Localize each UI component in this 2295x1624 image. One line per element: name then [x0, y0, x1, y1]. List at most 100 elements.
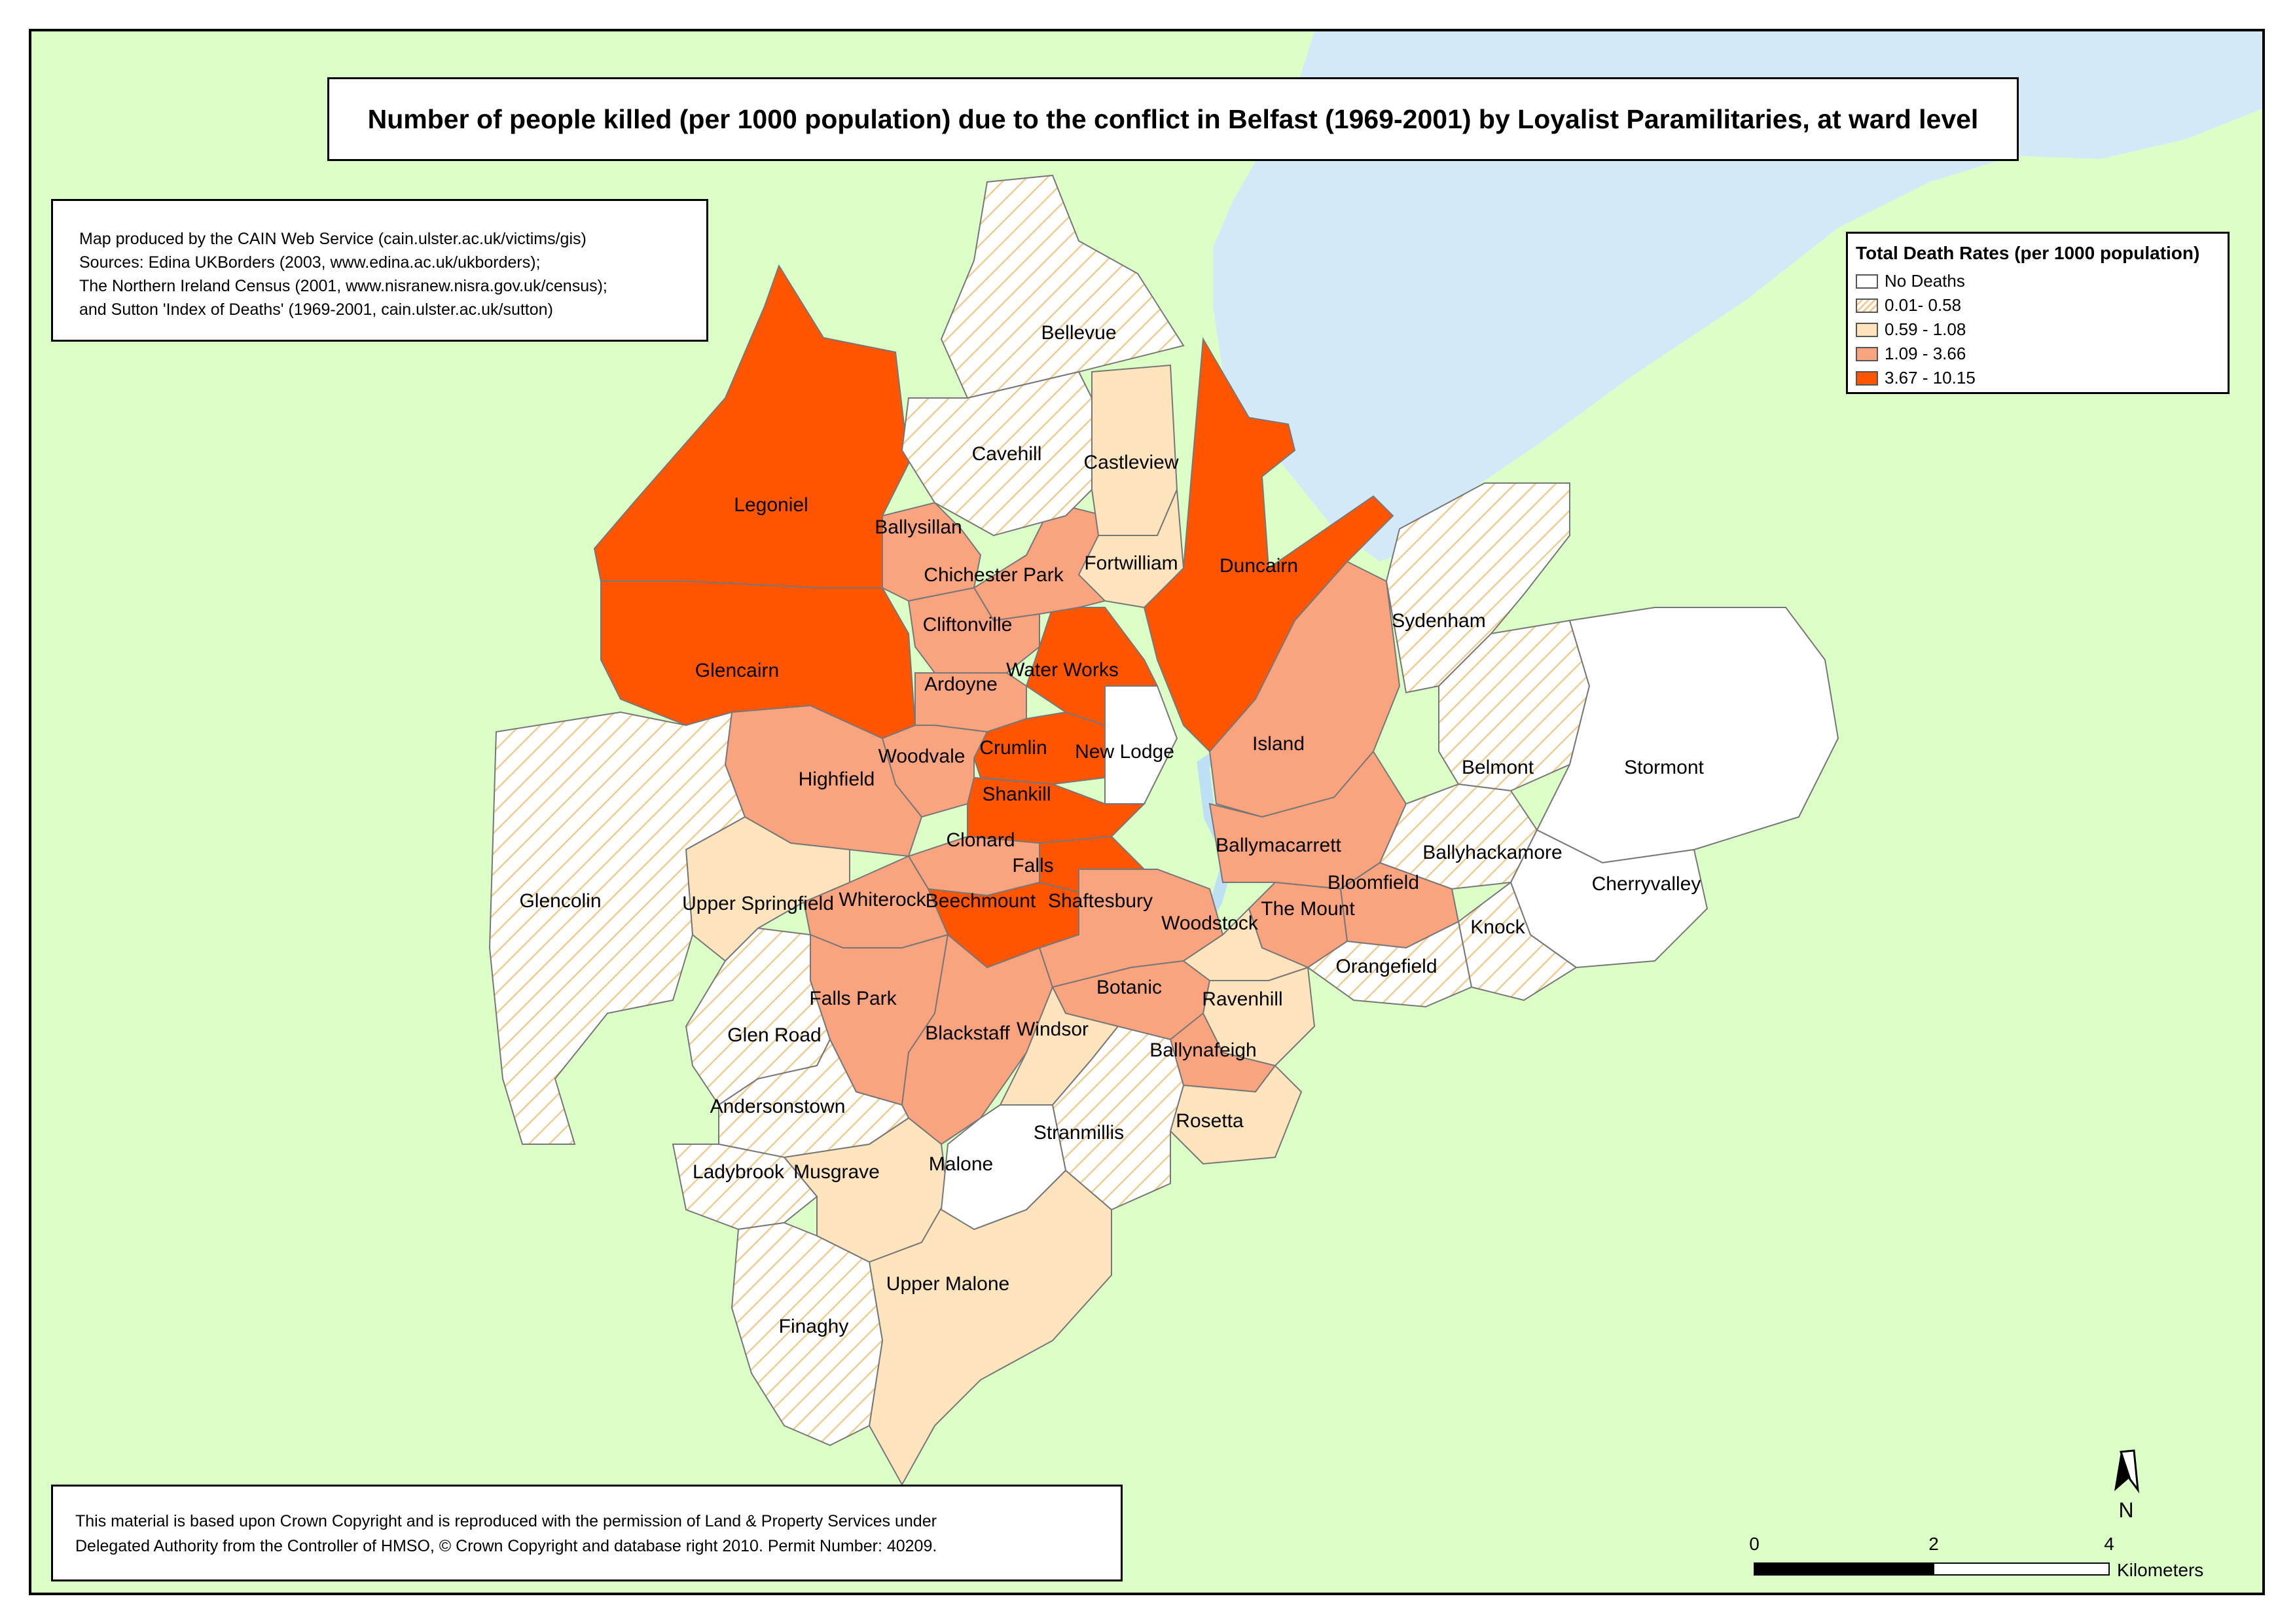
- ward-orangefield: [1307, 920, 1473, 1008]
- ward-label-botanic: Botanic: [1096, 977, 1162, 998]
- ward-map: Legoniel Glencairn Crumlin Shankill Duncairn…: [488, 31, 2262, 1580]
- ward-label-clonard: Clonard: [946, 829, 1015, 851]
- legend: Total Death Rates (per 1000 population) …: [1846, 232, 2230, 394]
- legend-item-class-2: 0.59 - 1.08: [1856, 317, 2228, 342]
- ward-label-new-lodge: New Lodge: [1075, 741, 1174, 763]
- credit-line-1: Map produced by the CAIN Web Service (ca…: [79, 230, 587, 248]
- ward-label-malone: Malone: [929, 1153, 993, 1175]
- legend-item-no-deaths: No Deaths: [1856, 269, 2228, 293]
- legend-item-class-4: 3.67 - 10.15: [1856, 366, 2228, 390]
- ward-label-highfield: Highfield: [799, 768, 875, 790]
- ward-label-upper-springfield: Upper Springfield: [682, 893, 834, 914]
- map-title: Number of people killed (per 1000 popula…: [367, 103, 1979, 134]
- ward-label-ballynafeigh: Ballynafeigh: [1149, 1039, 1256, 1061]
- ward-label-rosetta: Rosetta: [1176, 1110, 1244, 1132]
- ward-label-belmont: Belmont: [1462, 757, 1534, 778]
- ward-label-andersonstown: Andersonstown: [710, 1096, 846, 1117]
- ward-castleview: [1091, 364, 1178, 536]
- legend-item-class-3: 1.09 - 3.66: [1856, 342, 2228, 366]
- ward-label-knock: Knock: [1470, 916, 1525, 938]
- ward-label-falls-park: Falls Park: [809, 988, 897, 1009]
- ward-label-ravenhill: Ravenhill: [1202, 988, 1282, 1010]
- scale-tick-4: 4: [2104, 1534, 2114, 1554]
- legend-item-class-1: 0.01- 0.58: [1856, 293, 2228, 317]
- ward-stormont: [1536, 607, 1839, 864]
- ward-label-cavehill: Cavehill: [972, 443, 1042, 465]
- legend-label: 0.59 - 1.08: [1885, 319, 1966, 339]
- ward-label-sydenham: Sydenham: [1392, 610, 1485, 632]
- ward-label-falls: Falls: [1012, 855, 1053, 876]
- ward-label-woodvale: Woodvale: [878, 746, 966, 767]
- lough-water: [1213, 31, 2262, 562]
- ward-label-whiterock: Whiterock: [839, 889, 926, 911]
- ward-label-glen-road: Glen Road: [727, 1024, 821, 1046]
- ward-label-beechmount: Beechmount: [926, 890, 1036, 912]
- ward-label-glencairn: Glencairn: [695, 660, 779, 681]
- ward-label-legoniel: Legoniel: [734, 494, 808, 516]
- wards-layer: [488, 174, 1839, 1487]
- ward-label-musgrave: Musgrave: [793, 1161, 880, 1183]
- ward-label-island: Island: [1252, 733, 1305, 755]
- scale-unit: Kilometers: [2117, 1560, 2203, 1580]
- scale-bar: 0 2 4 Kilometers: [1749, 1534, 2203, 1580]
- legend-label: 3.67 - 10.15: [1885, 368, 1976, 388]
- ward-blackstaff: [901, 933, 1054, 1146]
- ward-label-stormont: Stormont: [1624, 757, 1704, 778]
- ward-label-ballysillan: Ballysillan: [875, 516, 962, 538]
- ward-cavehill: [901, 370, 1093, 537]
- ward-ladybrook: [672, 1144, 818, 1231]
- ward-label-shankill: Shankill: [982, 784, 1051, 805]
- credits-box: Map produced by the CAIN Web Service (ca…: [51, 199, 708, 342]
- ward-label-ballymacarrett: Ballymacarrett: [1216, 835, 1341, 856]
- legend-title: Total Death Rates (per 1000 population): [1856, 243, 2200, 263]
- ward-cliftonville: [907, 586, 1040, 674]
- ward-label-upper-malone: Upper Malone: [886, 1273, 1009, 1295]
- credit-line-4: and Sutton 'Index of Deaths' (1969-2001,…: [79, 300, 553, 319]
- ward-label-finaghy: Finaghy: [779, 1316, 849, 1337]
- ward-cherryvalley: [1509, 829, 1708, 969]
- ward-labels: Legoniel Glencairn Crumlin Shankill Duncairn…: [519, 322, 1704, 1337]
- ward-new-lodge: [1104, 685, 1178, 804]
- ward-label-windsor: Windsor: [1017, 1019, 1089, 1040]
- legend-label: 1.09 - 3.66: [1885, 344, 1966, 363]
- map-frame: Legoniel Glencairn Crumlin Shankill Duncairn…: [29, 29, 2265, 1595]
- copyright-line-1: This material is based upon Crown Copyri…: [75, 1512, 937, 1530]
- legend-swatch: [1856, 274, 1878, 289]
- ward-ballysillan: [882, 501, 982, 602]
- ward-label-shaftesbury: Shaftesbury: [1048, 890, 1153, 912]
- credit-line-2: Sources: Edina UKBorders (2003, www.edin…: [79, 253, 541, 272]
- credit-line-3: The Northern Ireland Census (2001, www.n…: [79, 277, 607, 295]
- ward-woodstock: [1182, 907, 1310, 981]
- ward-glencolin: [488, 711, 746, 1145]
- ward-label-blackstaff: Blackstaff: [925, 1022, 1010, 1044]
- map-title-box: Number of people killed (per 1000 popula…: [327, 77, 2019, 161]
- ward-label-woodstock: Woodstock: [1161, 912, 1259, 934]
- north-arrow: N: [2114, 1449, 2140, 1522]
- ward-bellevue: [940, 174, 1185, 399]
- legend-swatch: [1856, 298, 1878, 313]
- ward-fortwilliam: [1077, 489, 1185, 609]
- ward-label-ballyhackamore: Ballyhackamore: [1422, 842, 1562, 863]
- ward-rosetta: [1169, 1064, 1303, 1165]
- copyright-box: This material is based upon Crown Copyri…: [51, 1485, 1123, 1581]
- ward-ballyhackamore: [1379, 783, 1538, 890]
- ward-label-the-mount: The Mount: [1261, 898, 1355, 920]
- legend-swatch: [1856, 370, 1878, 386]
- ward-label-ladybrook: Ladybrook: [693, 1161, 785, 1183]
- ward-label-stranmillis: Stranmillis: [1034, 1122, 1124, 1144]
- ward-sydenham: [1385, 482, 1570, 694]
- ward-label-cherryvalley: Cherryvalley: [1592, 873, 1701, 895]
- ward-label-bellevue: Bellevue: [1041, 322, 1116, 344]
- ward-label-fortwilliam: Fortwilliam: [1084, 552, 1178, 574]
- legend-swatch: [1856, 322, 1878, 337]
- ward-label-castleview: Castleview: [1083, 452, 1178, 473]
- ward-label-glencolin: Glencolin: [519, 890, 601, 912]
- ward-label-cliftonville: Cliftonville: [923, 614, 1013, 636]
- ward-finaghy: [731, 1221, 884, 1447]
- ward-label-ardoyne: Ardoyne: [924, 674, 998, 695]
- legend-label: 0.01- 0.58: [1885, 295, 1962, 315]
- ward-label-orangefield: Orangefield: [1335, 956, 1437, 977]
- ward-stranmillis: [1051, 1025, 1185, 1211]
- ward-malone: [940, 1104, 1067, 1231]
- ward-label-duncairn: Duncairn: [1220, 555, 1298, 577]
